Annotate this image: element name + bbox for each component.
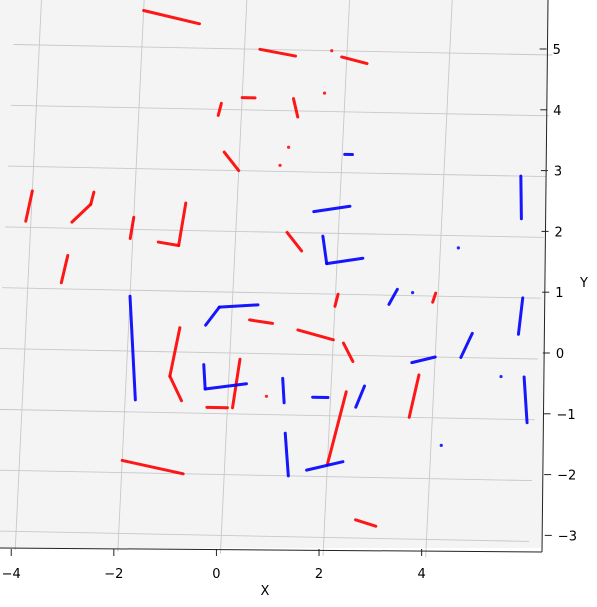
x-tick-label: 2 — [315, 567, 323, 582]
blue-point-segment — [321, 234, 329, 266]
blue-point-segment — [354, 384, 366, 409]
blue-point — [456, 246, 460, 250]
blue-point-segment — [459, 331, 474, 359]
y-grid-line — [0, 348, 538, 360]
blue-point-segment — [325, 256, 365, 266]
y-axis-line — [541, 0, 549, 553]
red-point-segment — [168, 326, 182, 378]
red-point-segment — [341, 341, 355, 363]
y-grid-line — [0, 408, 535, 421]
x-grid-line — [117, 0, 145, 552]
y-grid-line — [4, 226, 544, 238]
blue-point — [439, 443, 443, 447]
red-point-segment — [177, 201, 188, 247]
red-point — [330, 49, 334, 53]
y-grid-line — [0, 469, 533, 482]
red-point-segment — [168, 374, 184, 403]
red-point-segment — [216, 101, 223, 117]
red-point-segment — [120, 458, 185, 476]
y-tick-label: 0 — [556, 347, 564, 362]
y-tick-label: 4 — [553, 104, 561, 119]
x-tick-label: 4 — [417, 567, 425, 582]
y-tick-label: 1 — [555, 286, 563, 301]
blue-point-segment — [387, 287, 399, 306]
red-point-segment — [296, 328, 335, 342]
red-point-segment — [222, 150, 241, 173]
y-tick-label: −3 — [558, 529, 577, 544]
blue-point-segment — [217, 303, 260, 309]
y-grid-line — [10, 104, 550, 117]
red-point-segment — [333, 292, 340, 308]
red-point-segment — [285, 230, 304, 253]
y-grid-line — [2, 287, 541, 299]
x-axis-label: X — [261, 584, 270, 599]
x-grid-line — [14, 0, 42, 550]
blue-point-segment — [128, 294, 137, 402]
y-grid-line — [7, 165, 547, 178]
blue-point-segment — [522, 375, 529, 425]
red-point-segment — [248, 318, 274, 325]
plot-pane — [0, 0, 548, 548]
blue-point-segment — [410, 355, 437, 365]
red-point-segment — [89, 190, 96, 206]
y-tick-label: 2 — [555, 225, 563, 240]
y-tick-label: 5 — [553, 43, 561, 58]
red-point — [264, 394, 269, 398]
blue-point-segment — [283, 431, 290, 478]
blue-point-segment — [305, 460, 345, 472]
blue-point-segment — [204, 305, 221, 327]
blue-point-segment — [203, 382, 249, 391]
grid-lines — [0, 0, 553, 558]
red-point-segment — [291, 97, 300, 119]
x-tick-label: −2 — [104, 567, 123, 582]
blue-point-segment — [312, 204, 352, 214]
red-point-segment — [258, 47, 298, 58]
blue-point-segment — [281, 376, 286, 405]
x-axis-line — [0, 547, 543, 553]
red-point — [322, 91, 327, 95]
x-tick-label: 0 — [212, 567, 220, 582]
x-grid-line — [219, 0, 248, 554]
red-point-segment — [128, 215, 136, 240]
red-point-segment — [407, 373, 421, 419]
red-point-segment — [142, 9, 201, 26]
y-tick-label: 3 — [554, 165, 562, 180]
x-tick-labels: −4 −2 0 2 4 — [2, 549, 426, 582]
blue-point — [410, 291, 415, 295]
red-point — [278, 163, 282, 167]
y-tick-label: −2 — [557, 469, 576, 484]
red-point — [286, 145, 291, 149]
red-point-segment — [431, 291, 438, 304]
axes — [0, 0, 549, 553]
red-point-segment — [59, 254, 70, 285]
x-grid-line — [425, 0, 453, 558]
red-point-segment — [325, 390, 348, 466]
data-marks — [24, 9, 529, 528]
red-point-segment — [24, 189, 34, 223]
y-grid-line — [13, 44, 553, 56]
y-grid-line — [0, 530, 530, 542]
y-tick-labels: −3 −2 −1 0 1 2 3 4 5 — [539, 43, 577, 544]
red-point-segment — [156, 240, 181, 247]
red-point-segment — [70, 202, 93, 224]
blue-point-segment — [516, 296, 525, 336]
x-tick-label: −4 — [2, 567, 21, 582]
blue-point-segment — [202, 363, 207, 391]
y-axis-label: Y — [579, 276, 588, 291]
red-point-segment — [354, 518, 378, 528]
blue-point — [499, 374, 503, 379]
red-point-segment — [340, 55, 369, 66]
y-tick-label: −1 — [557, 408, 576, 423]
blue-point-segment — [519, 174, 523, 221]
